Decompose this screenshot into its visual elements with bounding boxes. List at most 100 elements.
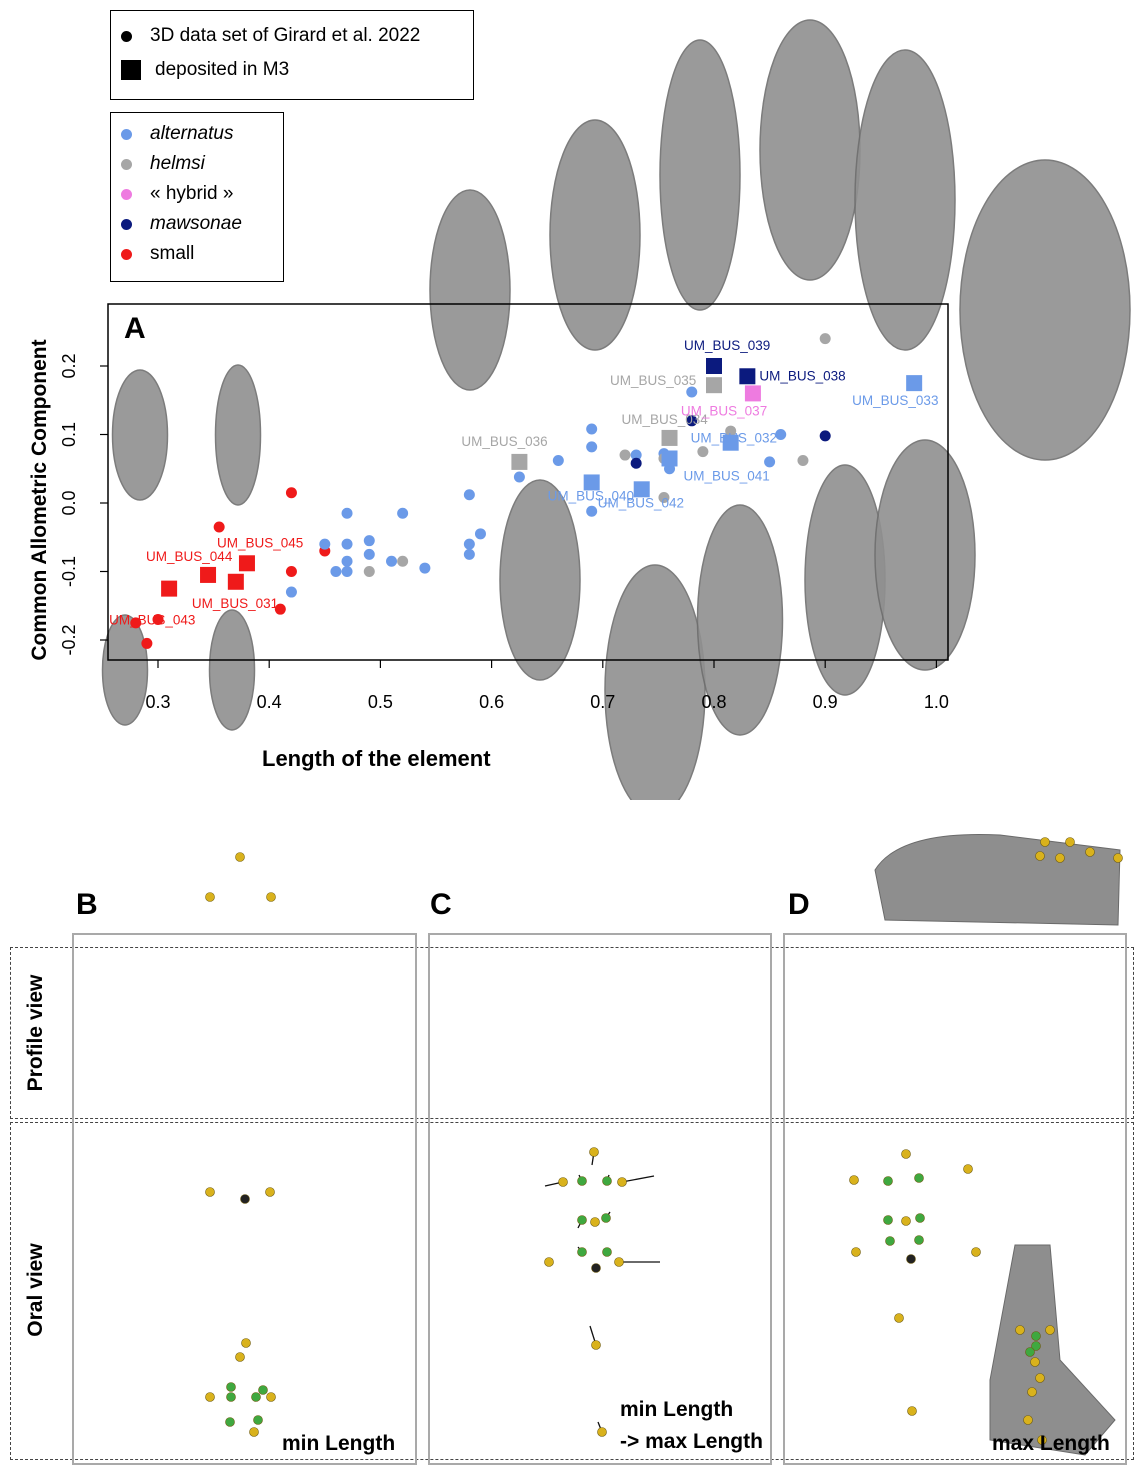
specimen-square: [238, 555, 255, 572]
landmark-point: [558, 1177, 568, 1187]
caption-b: min Length: [282, 1432, 396, 1455]
specimen-label: UM_BUS_041: [684, 468, 770, 483]
x-tick-label: 0.7: [590, 692, 615, 712]
landmark-point: [235, 852, 245, 862]
specimen-square: [906, 375, 923, 392]
landmark-point: [577, 1176, 587, 1186]
legend-item-hybrid: « hybrid »: [121, 183, 233, 205]
landmark-point: [915, 1213, 925, 1223]
data-point: [725, 425, 737, 437]
data-point: [397, 507, 409, 519]
landmark-point: [240, 1194, 250, 1204]
landmark-point: [1040, 837, 1050, 847]
data-point: [658, 492, 670, 504]
specimen-model-icon: [101, 614, 149, 726]
legend-item-girard: 3D data set of Girard et al. 2022: [121, 25, 420, 47]
specimen-label: UM_BUS_042: [598, 495, 684, 510]
landmark-point: [253, 1415, 263, 1425]
legend-item-alternatus: alternatus: [121, 123, 233, 145]
specimen-model-icon: [659, 39, 741, 311]
specimen-label: UM_BUS_045: [217, 535, 303, 550]
data-point: [686, 386, 698, 398]
legend-label: deposited in M3: [155, 59, 290, 80]
legend-label: mawsonae: [150, 213, 242, 234]
data-point: [341, 566, 353, 577]
landmark-point: [1035, 851, 1045, 861]
data-point: [819, 333, 831, 345]
landmark-point: [883, 1176, 893, 1186]
data-point: [152, 613, 164, 625]
specimen-label: UM_BUS_039: [684, 338, 770, 353]
specimen-model-icon: [499, 479, 581, 681]
data-point: [285, 586, 297, 598]
x-tick-label: 0.9: [813, 692, 838, 712]
data-point: [285, 487, 297, 499]
panel-letter-c: C: [430, 888, 452, 921]
data-point: [630, 457, 642, 469]
landmark-point: [1030, 1357, 1040, 1367]
data-point: [819, 430, 831, 442]
data-point: [285, 566, 297, 577]
y-tick-label: -0.2: [59, 624, 79, 655]
landmark-point: [589, 1147, 599, 1157]
landmark-point: [577, 1215, 587, 1225]
legend-item-mawsonae: mawsonae: [121, 213, 242, 235]
oral-view-row: [10, 1122, 1134, 1460]
data-point: [586, 441, 598, 453]
specimen-model-icon: [111, 369, 169, 501]
data-point: [586, 423, 598, 435]
specimen-label: UM_BUS_031: [192, 596, 278, 611]
circle-marker-icon: [121, 128, 132, 140]
specimen-square: [511, 453, 528, 470]
y-tick-label: 0.0: [59, 490, 79, 515]
legend-label: small: [150, 243, 195, 264]
specimen-label: UM_BUS_043: [109, 613, 195, 628]
data-point: [363, 535, 375, 547]
y-axis-label: Common Allometric Component: [28, 339, 51, 661]
data-point: [274, 603, 286, 615]
data-point: [474, 528, 486, 540]
x-tick-label: 0.5: [368, 692, 393, 712]
landmark-point: [1055, 853, 1065, 863]
circle-marker-icon: [121, 248, 132, 260]
landmark-point: [1031, 1331, 1041, 1341]
landmark-point: [614, 1257, 624, 1267]
data-point: [141, 637, 153, 649]
specimen-model-icon: [604, 564, 706, 800]
legend-source: 3D data set of Girard et al. 2022 deposi…: [110, 10, 474, 100]
landmark-point: [1027, 1387, 1037, 1397]
data-point: [363, 548, 375, 560]
specimen-model-icon: [696, 504, 784, 736]
plot-frame: [107, 303, 949, 661]
data-point: [764, 456, 776, 468]
jaw-profile-model-icon: [874, 833, 1121, 926]
landmark-point: [591, 1340, 601, 1350]
specimen-square: [744, 385, 761, 402]
landmark-point: [1065, 837, 1075, 847]
data-point: [775, 429, 787, 440]
landmark-point: [1113, 853, 1123, 863]
data-point: [397, 555, 409, 567]
specimen-model-icon: [959, 159, 1131, 461]
legend-item-m3: deposited in M3: [121, 59, 289, 81]
specimen-label: UM_BUS_038: [759, 368, 845, 383]
data-point: [341, 507, 353, 519]
specimen-model-icon: [214, 364, 262, 506]
landmark-point: [602, 1176, 612, 1186]
specimen-label: UM_BUS_040: [548, 488, 634, 503]
data-point: [419, 562, 431, 574]
panel-letter-b: B: [76, 888, 98, 921]
specimen-square: [661, 450, 678, 467]
x-tick-label: 0.3: [145, 692, 170, 712]
legend-label: 3D data set of Girard et al. 2022: [150, 25, 421, 46]
specimen-square: [633, 481, 650, 498]
landmark-point: [591, 1263, 601, 1273]
landmark-point: [914, 1235, 924, 1245]
landmark-point: [849, 1175, 859, 1185]
landmark-point: [901, 1216, 911, 1226]
specimen-square: [739, 368, 756, 385]
landmark-point: [266, 892, 276, 902]
data-point: [797, 455, 809, 467]
specimen-model-icon: [854, 49, 956, 351]
